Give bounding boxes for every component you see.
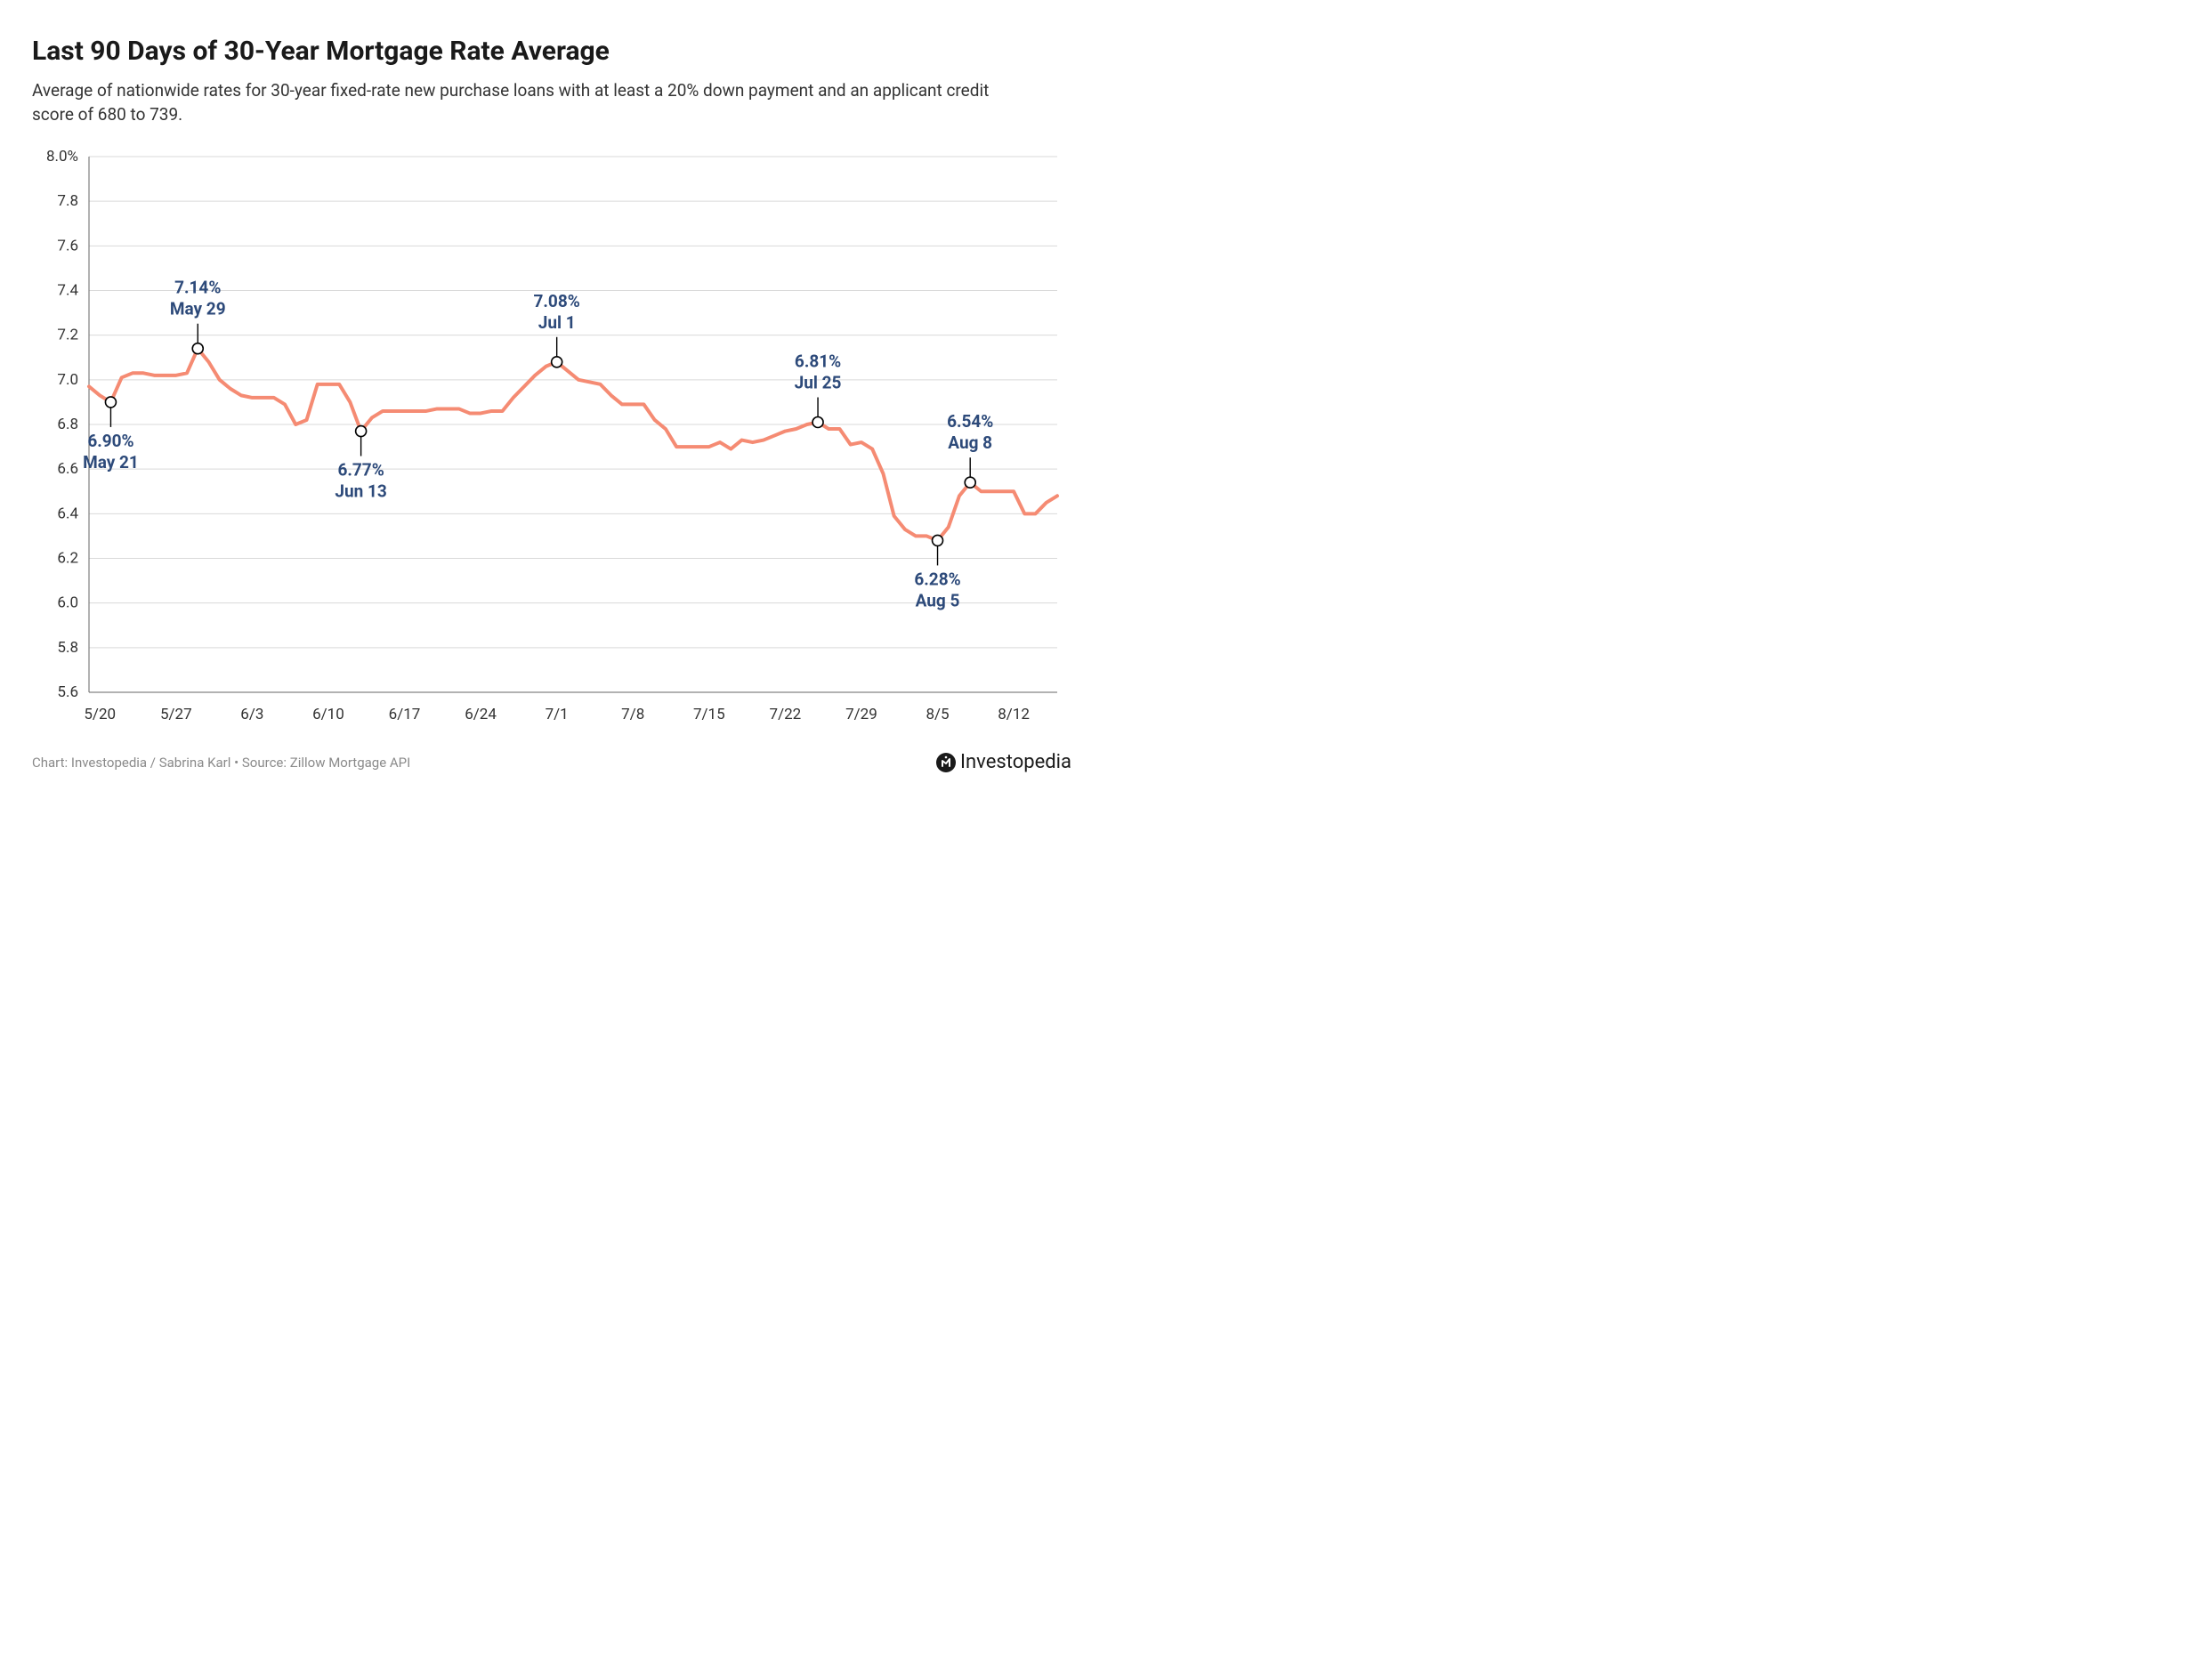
y-tick-label: 6.8 <box>57 416 78 433</box>
investopedia-logo: Investopedia <box>935 751 1071 773</box>
y-tick-label: 6.0 <box>57 594 78 612</box>
annotation-rate: 6.81% <box>795 351 841 372</box>
y-tick-label: 6.6 <box>57 460 78 478</box>
y-tick-label: 7.6 <box>57 238 78 255</box>
line-chart: 5.6 5.8 6.0 6.2 6.4 6.6 6.8 7.0 7.2 7.4 7.6 7.8 8.0%… <box>32 148 1071 735</box>
annotation-date: Jul 25 <box>795 373 842 393</box>
x-tick-label: 6/10 <box>312 706 344 723</box>
annotation-marker <box>552 357 562 368</box>
annotation-rate: 7.08% <box>534 291 580 311</box>
annotation-rate: 6.28% <box>914 569 960 590</box>
x-tick-label: 7/29 <box>845 706 877 723</box>
annotation-rate: 6.54% <box>947 411 993 432</box>
annotation-rate: 7.14% <box>174 278 221 298</box>
x-tick-label: 6/3 <box>240 706 263 723</box>
annotation-rate: 6.90% <box>87 431 133 451</box>
annotation-date: May 29 <box>170 299 226 319</box>
y-tick-label: 7.0 <box>57 371 78 389</box>
x-tick-label: 8/5 <box>926 706 949 723</box>
x-tick-label: 8/12 <box>998 706 1030 723</box>
chart-container: 5.6 5.8 6.0 6.2 6.4 6.6 6.8 7.0 7.2 7.4 7.6 7.8 8.0%… <box>32 148 1071 735</box>
chart-credit: Chart: Investopedia / Sabrina Karl • Sou… <box>32 755 410 771</box>
y-tick-label: 5.8 <box>57 639 78 657</box>
annotation-marker <box>812 417 823 428</box>
annotation-marker <box>192 343 203 354</box>
y-tick-label: 6.4 <box>57 505 78 523</box>
annotation-date: May 21 <box>83 452 139 472</box>
y-tick-label: 5.6 <box>57 683 78 701</box>
y-tick-label: 7.8 <box>57 192 78 210</box>
investopedia-icon <box>935 752 957 773</box>
annotation-marker <box>965 477 975 488</box>
annotation-date: Aug 5 <box>916 591 960 611</box>
x-tick-label: 6/17 <box>389 706 421 723</box>
y-tick-label: 8.0% <box>46 148 78 166</box>
y-tick-label: 7.4 <box>57 282 78 300</box>
rate-line <box>89 349 1057 541</box>
chart-title: Last 90 Days of 30-Year Mortgage Rate Av… <box>32 36 1071 67</box>
annotation-marker <box>933 536 943 546</box>
chart-subtitle: Average of nationwide rates for 30-year … <box>32 79 1011 126</box>
y-tick-label: 7.2 <box>57 327 78 344</box>
annotation-date: Jun 13 <box>335 481 386 502</box>
x-tick-label: 7/1 <box>546 706 569 723</box>
annotation-date: Jul 1 <box>538 312 576 333</box>
x-tick-label: 7/15 <box>693 706 725 723</box>
x-tick-label: 5/27 <box>160 706 192 723</box>
annotation-marker <box>356 426 367 437</box>
y-tick-label: 6.2 <box>57 550 78 568</box>
x-tick-label: 6/24 <box>465 706 497 723</box>
annotation-date: Aug 8 <box>948 432 992 453</box>
x-tick-label: 7/8 <box>621 706 644 723</box>
annotation-marker <box>105 397 116 408</box>
x-tick-label: 5/20 <box>84 706 116 723</box>
x-tick-label: 7/22 <box>770 706 802 723</box>
annotation-rate: 6.77% <box>337 460 384 481</box>
logo-text: Investopedia <box>960 751 1071 773</box>
